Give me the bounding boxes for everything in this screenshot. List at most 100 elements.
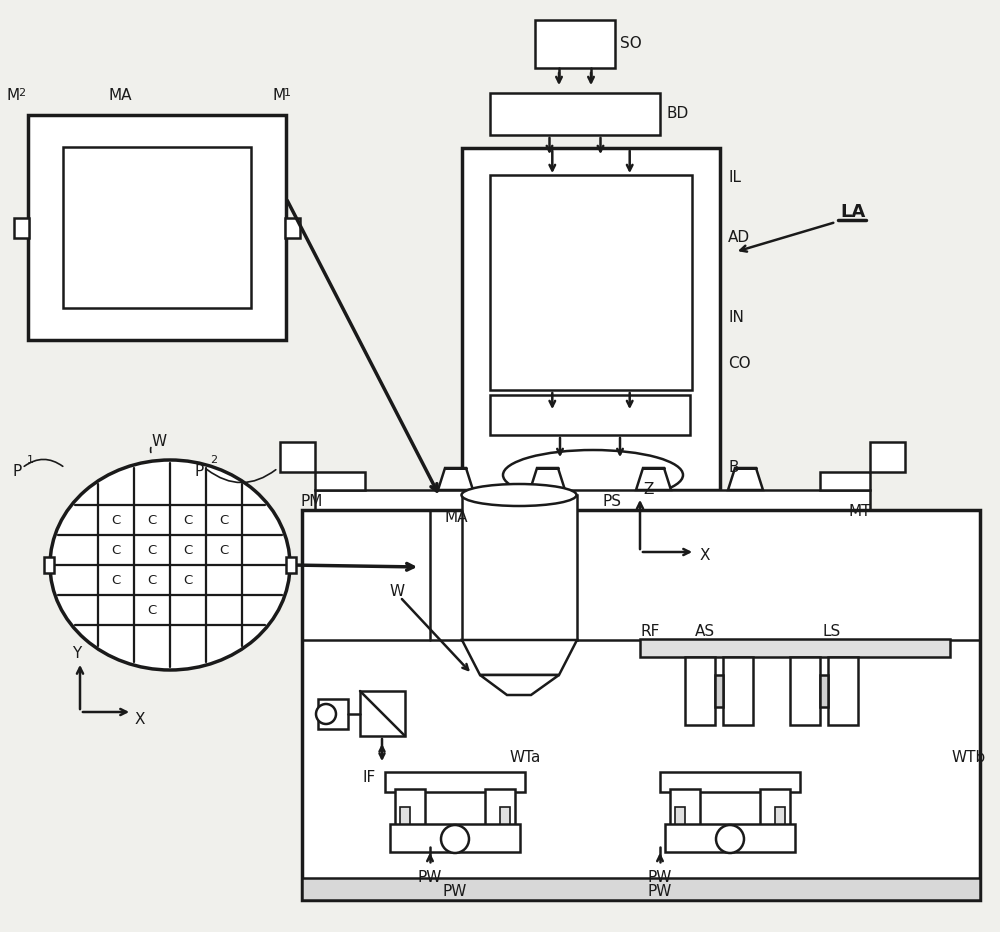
Bar — [685, 657, 715, 725]
Bar — [490, 93, 660, 135]
Ellipse shape — [503, 450, 683, 500]
Bar — [675, 807, 685, 825]
Bar — [315, 490, 870, 510]
Bar — [723, 657, 753, 725]
Bar — [28, 115, 286, 340]
Text: SO: SO — [620, 36, 642, 51]
Polygon shape — [480, 675, 559, 695]
Text: 1: 1 — [284, 88, 291, 98]
Bar — [285, 218, 300, 238]
Text: PS: PS — [602, 495, 621, 510]
Text: B: B — [728, 460, 738, 475]
Text: C: C — [183, 514, 193, 527]
Bar — [462, 495, 577, 640]
Text: C: C — [219, 543, 229, 556]
Text: C: C — [147, 573, 157, 586]
Bar — [280, 442, 315, 472]
Circle shape — [441, 825, 469, 853]
Text: LS: LS — [823, 624, 841, 639]
Text: W: W — [152, 434, 167, 449]
Text: CO: CO — [728, 355, 751, 371]
Bar — [870, 442, 905, 472]
Text: C: C — [111, 514, 121, 527]
Polygon shape — [728, 468, 763, 490]
Polygon shape — [438, 468, 473, 490]
Text: C: C — [183, 573, 193, 586]
Text: MA: MA — [108, 88, 132, 103]
Polygon shape — [636, 468, 671, 490]
Text: IN: IN — [728, 310, 744, 325]
Bar — [63, 147, 251, 308]
Text: PM: PM — [300, 495, 322, 510]
Bar — [500, 807, 510, 825]
Text: BD: BD — [666, 106, 688, 121]
Bar — [715, 675, 723, 707]
Circle shape — [716, 825, 744, 853]
Text: M: M — [6, 88, 19, 103]
Bar — [360, 691, 405, 736]
Text: M: M — [272, 88, 285, 103]
Text: X: X — [700, 547, 710, 563]
Text: PW: PW — [648, 884, 672, 899]
Text: 1: 1 — [27, 455, 34, 465]
Text: WTb: WTb — [952, 749, 986, 764]
Text: C: C — [147, 543, 157, 556]
Text: C: C — [183, 543, 193, 556]
Text: LA: LA — [840, 203, 865, 221]
Bar — [485, 789, 515, 827]
Text: X: X — [135, 712, 146, 728]
Bar — [535, 20, 615, 68]
Text: PW: PW — [443, 884, 467, 899]
Text: PW: PW — [648, 870, 672, 884]
Bar — [302, 510, 980, 900]
Text: MA: MA — [445, 510, 468, 525]
Text: RF: RF — [640, 624, 659, 639]
Text: P: P — [12, 464, 21, 479]
Text: AD: AD — [728, 230, 750, 245]
Bar — [490, 395, 690, 435]
Bar — [14, 218, 29, 238]
Text: IL: IL — [728, 171, 741, 185]
Bar — [670, 789, 700, 827]
Text: IF: IF — [362, 771, 375, 786]
Text: C: C — [219, 514, 229, 527]
Polygon shape — [530, 468, 565, 490]
Bar — [490, 175, 692, 390]
Text: W: W — [390, 584, 405, 599]
Bar — [775, 807, 785, 825]
Bar — [820, 472, 870, 490]
Polygon shape — [462, 640, 577, 675]
Bar — [462, 148, 720, 490]
Bar — [760, 789, 790, 827]
Text: C: C — [147, 604, 157, 616]
Bar — [395, 789, 425, 827]
Text: C: C — [111, 543, 121, 556]
Bar — [790, 657, 820, 725]
Bar — [390, 824, 520, 852]
Ellipse shape — [462, 484, 576, 506]
Ellipse shape — [50, 460, 290, 670]
Text: MT: MT — [848, 504, 870, 519]
Bar — [44, 557, 54, 573]
Text: C: C — [147, 514, 157, 527]
Bar — [286, 557, 296, 573]
Text: Y: Y — [72, 647, 81, 662]
Text: 2: 2 — [210, 455, 217, 465]
Bar — [665, 824, 795, 852]
Text: P: P — [195, 464, 204, 479]
Bar — [828, 657, 858, 725]
Text: AS: AS — [695, 624, 715, 639]
Text: PW: PW — [418, 870, 442, 884]
Bar — [400, 807, 410, 825]
Bar — [315, 472, 365, 490]
Circle shape — [316, 704, 336, 724]
Text: 2: 2 — [18, 88, 25, 98]
Bar — [318, 699, 348, 729]
Text: C: C — [111, 573, 121, 586]
Bar — [660, 772, 800, 792]
Bar — [385, 772, 525, 792]
Text: WTa: WTa — [510, 749, 541, 764]
Bar — [640, 639, 950, 657]
Bar — [302, 878, 980, 900]
Text: Z: Z — [643, 483, 653, 498]
